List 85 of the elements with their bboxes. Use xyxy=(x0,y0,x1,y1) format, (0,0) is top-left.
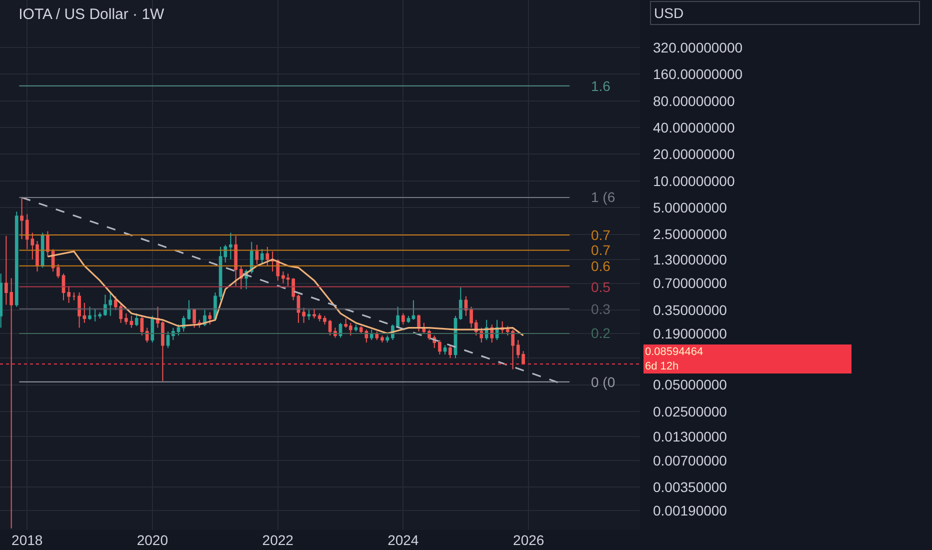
y-tick-label: 2.50000000 xyxy=(653,226,728,242)
ref-line-label: 0.08594464 xyxy=(645,346,704,358)
candlestick xyxy=(228,232,232,260)
candlestick xyxy=(438,340,442,355)
candlestick xyxy=(166,330,170,349)
y-tick-label: 160.00000000 xyxy=(653,66,743,82)
candlestick xyxy=(62,273,66,301)
candlestick xyxy=(0,273,3,328)
y-tick-label: 0.00350000 xyxy=(653,479,728,496)
candlestick xyxy=(292,278,295,301)
y-tick-label: 320.00000000 xyxy=(653,39,743,56)
candlestick xyxy=(328,319,332,336)
annotation: 0.6 xyxy=(591,258,611,274)
candlestick xyxy=(260,248,264,265)
annotation: 0.5 xyxy=(591,279,611,295)
y-tick-label: 0.70000000 xyxy=(653,275,728,292)
line-series xyxy=(46,250,524,336)
y-tick-label: 40.00000000 xyxy=(653,119,735,136)
candlestick xyxy=(234,235,238,287)
candlestick xyxy=(312,308,316,320)
candlestick xyxy=(380,335,384,344)
candlestick xyxy=(134,312,138,327)
candlestick xyxy=(208,312,212,325)
candlestick xyxy=(140,315,144,336)
x-tick-label: 2020 xyxy=(136,532,168,548)
candlestick xyxy=(406,315,410,324)
y-tick-label: 0.02500000 xyxy=(653,403,728,420)
candlestick xyxy=(417,314,420,332)
candlestick xyxy=(56,264,60,279)
candlestick xyxy=(359,326,363,334)
y-tick-label: 20.00000000 xyxy=(653,146,735,162)
candlestick xyxy=(78,292,81,328)
y-tick-label: 0.35000000 xyxy=(653,302,728,318)
candlestick xyxy=(20,196,24,240)
x-tick-label: 2022 xyxy=(262,532,294,548)
annotation: 1 (6 xyxy=(591,189,616,205)
candlestick xyxy=(302,307,306,324)
annotation: 1.6 xyxy=(591,78,611,94)
candlestick xyxy=(187,300,191,320)
y-tick-label: 1.30000000 xyxy=(653,251,728,268)
y-tick-label: 5.00000000 xyxy=(653,199,728,216)
candlestick xyxy=(14,211,18,308)
candlestick xyxy=(88,306,92,320)
candlestick xyxy=(72,292,76,301)
annotation: 0.7 xyxy=(591,242,611,258)
candlestick xyxy=(370,329,374,341)
candlestick xyxy=(307,309,311,320)
candlestick xyxy=(192,308,196,328)
candlestick xyxy=(98,312,102,320)
candlestick xyxy=(386,335,390,344)
candlestick xyxy=(412,300,416,320)
y-tick-label: 0.05000000 xyxy=(653,376,728,393)
x-tick-label: 2024 xyxy=(388,532,419,548)
candlestick xyxy=(354,324,358,332)
y-tick-label: 0.01300000 xyxy=(653,428,728,445)
candlestick xyxy=(46,230,50,258)
candlestick xyxy=(124,312,128,325)
candlestick xyxy=(464,296,468,316)
annotation: 0.3 xyxy=(591,301,611,317)
candlestick xyxy=(255,244,259,265)
y-tick-label: 0.00700000 xyxy=(653,452,728,468)
annotation: 0 (0 xyxy=(591,374,616,390)
candlestick xyxy=(296,294,300,324)
candlestick xyxy=(401,312,405,325)
annotation: 0.7 xyxy=(591,227,611,243)
annotation: 0.2 xyxy=(591,325,611,341)
y-axis-title: USD xyxy=(654,5,684,21)
y-tick-label: 0.19000000 xyxy=(653,325,728,342)
text: 6d 12h xyxy=(645,360,679,372)
y-tick-label: 0.00190000 xyxy=(653,502,728,519)
candlestick xyxy=(82,302,86,324)
candlestick xyxy=(25,214,29,250)
candlestick xyxy=(266,246,270,266)
candlestick xyxy=(150,315,154,344)
x-tick-label: 2026 xyxy=(513,532,544,548)
x-tick-label: 2018 xyxy=(12,532,43,548)
candlestick xyxy=(448,344,452,359)
candlestick xyxy=(458,286,462,320)
y-tick-label: 80.00000000 xyxy=(653,92,735,109)
chart-title: IOTA / US Dollar · 1W xyxy=(18,6,166,23)
candlestick xyxy=(67,286,70,304)
candlestick xyxy=(130,315,134,328)
y-tick-label: 10.00000000 xyxy=(653,172,735,189)
candlestick xyxy=(145,327,149,344)
candlestick xyxy=(443,344,447,355)
